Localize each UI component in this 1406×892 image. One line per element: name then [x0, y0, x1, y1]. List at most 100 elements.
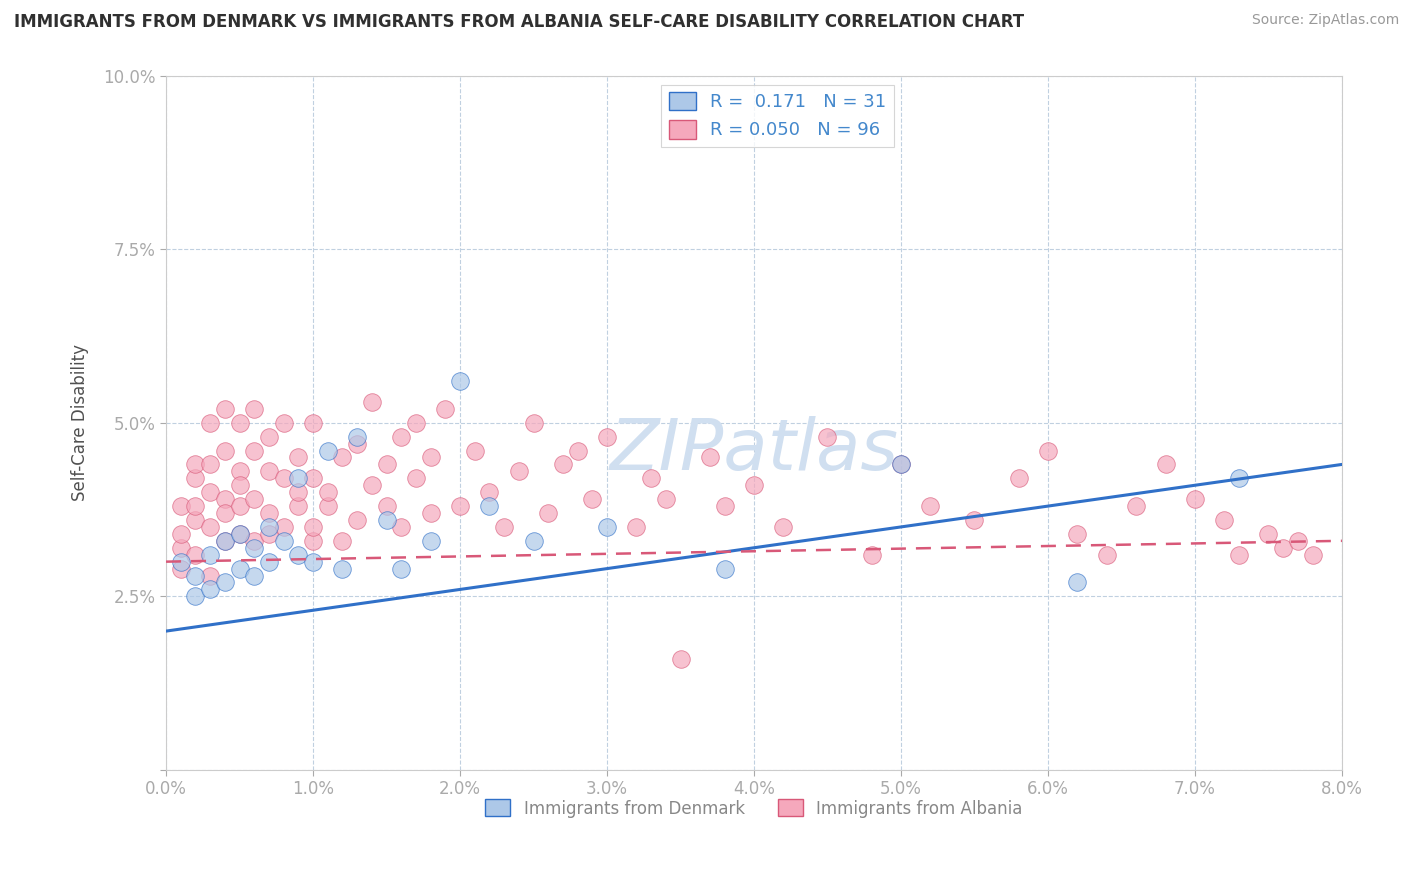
Point	[184, 548, 207, 562]
Legend: Immigrants from Denmark, Immigrants from Albania: Immigrants from Denmark, Immigrants from…	[478, 793, 1029, 824]
Point	[257, 555, 280, 569]
Point	[243, 443, 266, 458]
Point	[170, 541, 193, 555]
Point	[302, 555, 325, 569]
Point	[184, 471, 207, 485]
Point	[1257, 527, 1279, 541]
Point	[257, 430, 280, 444]
Point	[920, 499, 942, 513]
Point	[257, 506, 280, 520]
Point	[389, 430, 412, 444]
Point	[170, 555, 193, 569]
Point	[1125, 499, 1147, 513]
Point	[346, 513, 368, 527]
Point	[170, 499, 193, 513]
Point	[346, 430, 368, 444]
Point	[508, 464, 530, 478]
Point	[389, 520, 412, 534]
Point	[257, 527, 280, 541]
Point	[184, 513, 207, 527]
Point	[596, 430, 619, 444]
Point	[316, 485, 339, 500]
Point	[302, 471, 325, 485]
Point	[1066, 527, 1088, 541]
Point	[273, 520, 295, 534]
Point	[742, 478, 765, 492]
Point	[214, 533, 236, 548]
Point	[449, 499, 471, 513]
Point	[302, 533, 325, 548]
Point	[713, 561, 735, 575]
Point	[198, 582, 221, 597]
Point	[360, 478, 382, 492]
Point	[228, 527, 250, 541]
Point	[464, 443, 486, 458]
Point	[537, 506, 560, 520]
Point	[214, 506, 236, 520]
Point	[243, 492, 266, 507]
Point	[302, 520, 325, 534]
Point	[1007, 471, 1029, 485]
Point	[405, 416, 427, 430]
Point	[655, 492, 678, 507]
Point	[184, 568, 207, 582]
Point	[184, 458, 207, 472]
Y-axis label: Self-Care Disability: Self-Care Disability	[72, 344, 89, 501]
Point	[170, 527, 193, 541]
Point	[346, 436, 368, 450]
Point	[316, 499, 339, 513]
Point	[214, 443, 236, 458]
Point	[184, 590, 207, 604]
Point	[860, 548, 883, 562]
Point	[332, 450, 354, 465]
Point	[228, 527, 250, 541]
Point	[228, 499, 250, 513]
Point	[375, 458, 398, 472]
Point	[1227, 548, 1250, 562]
Point	[1286, 533, 1309, 548]
Point	[596, 520, 619, 534]
Point	[772, 520, 794, 534]
Text: ZIPatlas: ZIPatlas	[609, 416, 898, 485]
Point	[287, 471, 309, 485]
Point	[890, 458, 912, 472]
Point	[228, 464, 250, 478]
Point	[257, 520, 280, 534]
Point	[170, 561, 193, 575]
Point	[243, 568, 266, 582]
Point	[287, 485, 309, 500]
Point	[626, 520, 648, 534]
Point	[890, 458, 912, 472]
Point	[228, 478, 250, 492]
Point	[567, 443, 589, 458]
Point	[1213, 513, 1236, 527]
Point	[198, 568, 221, 582]
Point	[243, 541, 266, 555]
Point	[198, 520, 221, 534]
Point	[214, 492, 236, 507]
Point	[1184, 492, 1206, 507]
Point	[551, 458, 574, 472]
Point	[316, 443, 339, 458]
Point	[1272, 541, 1295, 555]
Text: IMMIGRANTS FROM DENMARK VS IMMIGRANTS FROM ALBANIA SELF-CARE DISABILITY CORRELAT: IMMIGRANTS FROM DENMARK VS IMMIGRANTS FR…	[14, 13, 1024, 31]
Point	[1095, 548, 1118, 562]
Point	[332, 561, 354, 575]
Point	[243, 401, 266, 416]
Point	[713, 499, 735, 513]
Point	[419, 506, 441, 520]
Point	[449, 374, 471, 388]
Point	[389, 561, 412, 575]
Point	[522, 533, 544, 548]
Point	[198, 548, 221, 562]
Point	[273, 471, 295, 485]
Point	[273, 416, 295, 430]
Point	[228, 416, 250, 430]
Point	[434, 401, 457, 416]
Point	[360, 395, 382, 409]
Point	[478, 485, 501, 500]
Point	[198, 485, 221, 500]
Point	[494, 520, 516, 534]
Point	[198, 416, 221, 430]
Point	[419, 450, 441, 465]
